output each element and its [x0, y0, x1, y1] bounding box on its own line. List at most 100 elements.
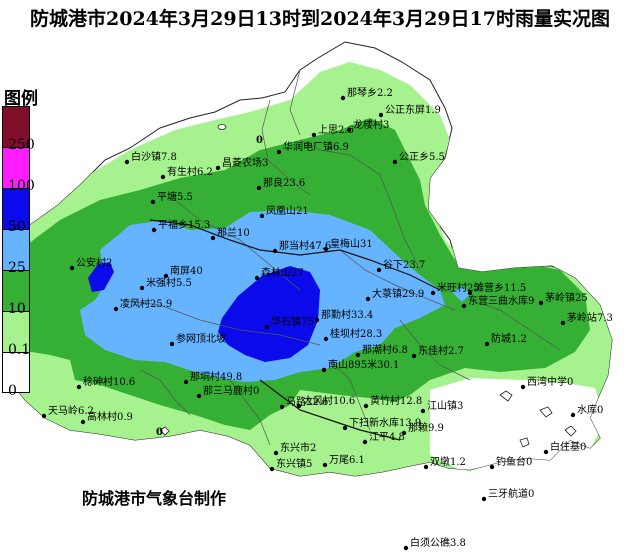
station-label: 东营三曲水库9 — [468, 294, 534, 307]
station-dot — [392, 159, 398, 165]
station-dot — [196, 393, 202, 399]
station: 下扫新水库13.9 — [342, 416, 421, 431]
station: 高林村0.9 — [80, 410, 133, 425]
legend-swatch — [2, 270, 30, 311]
district-boundaries — [119, 69, 561, 446]
station-label: 江山镇3 — [427, 399, 463, 412]
station-dot — [272, 248, 278, 254]
station-dot — [321, 367, 327, 373]
station: 桂坝村28.3 — [323, 327, 382, 342]
station: 米旺村25 — [430, 281, 480, 296]
station-label: 南屏40 — [170, 264, 203, 277]
station-dot — [256, 185, 262, 191]
station: 黄竹村12.8 — [363, 394, 422, 409]
legend-label: 10 — [8, 301, 26, 317]
station-dot — [342, 425, 348, 431]
station-dot — [323, 246, 329, 252]
station: 那当村47.6 — [272, 239, 331, 254]
station-dot — [403, 545, 409, 551]
station-label: 东佳村2.7 — [418, 344, 464, 357]
station: 皇梅山31 — [323, 237, 373, 252]
station-label: 那兰10 — [217, 226, 250, 239]
station-label: 米旺村25 — [437, 281, 480, 294]
station-dot — [430, 290, 436, 296]
station: 有生村6.2 — [160, 165, 213, 180]
station-dot — [151, 227, 157, 233]
station: 森林山27 — [254, 266, 304, 281]
station-dot — [363, 403, 369, 409]
station: 东兴市2 — [273, 441, 316, 456]
station: 三牙航道0 — [481, 487, 534, 502]
station-dot — [314, 317, 320, 323]
station-label: 白须公礁3.8 — [410, 536, 466, 549]
station-dot — [76, 384, 82, 390]
station: 上思2.6 — [311, 124, 354, 138]
station: 白住基0 — [543, 440, 586, 455]
station: 平塘5.5 — [150, 190, 193, 205]
station-label: 龙楼村3 — [353, 118, 389, 131]
station-dot — [215, 165, 221, 171]
station: 公正乡5.5 — [392, 151, 445, 165]
station: 东营三曲水库9 — [461, 294, 534, 309]
station: 万尾6.1 — [322, 454, 365, 468]
station-dot — [467, 290, 473, 296]
station: 双墩1.2 — [423, 455, 466, 470]
station: 茅岭镇25 — [538, 291, 588, 306]
station: 公正东屏1.9 — [378, 103, 441, 118]
station-label: 平福乡15.3 — [158, 218, 210, 231]
station-label: 那三马鹿村0 — [203, 384, 259, 397]
station-dot — [378, 112, 384, 118]
station-label: 天马岭6.2 — [48, 404, 94, 417]
station: 南屏40 — [163, 264, 203, 279]
station: 凤凰山21 — [259, 205, 309, 219]
station-dot — [279, 404, 285, 410]
station-dot — [269, 466, 275, 472]
station: 西湾中学0 — [520, 375, 573, 390]
station: 平福乡15.3 — [151, 218, 210, 233]
station-label: 凤凰山21 — [266, 205, 309, 217]
station-dot — [183, 379, 189, 385]
station-label: 西湾中学0 — [527, 375, 573, 388]
station-dot — [150, 199, 156, 205]
station-dot — [538, 300, 544, 306]
station-dot — [484, 341, 490, 347]
station: 那赖9.9 — [401, 422, 444, 436]
station-label: 江平4.8 — [369, 431, 405, 443]
station-dot — [340, 95, 346, 101]
rain-zone-0-coast — [430, 378, 605, 470]
legend-title: 图例 — [4, 89, 38, 109]
station-label: 茅岭站7.3 — [567, 311, 613, 324]
station-label: 那勤村33.4 — [321, 308, 373, 321]
station-dot — [139, 285, 145, 291]
station-dot — [420, 408, 426, 414]
station-dot — [124, 159, 130, 165]
station-label: 白住基0 — [550, 440, 586, 453]
legend-label: 250 — [8, 137, 35, 153]
county-boundaries — [149, 219, 441, 441]
legend-label: 25 — [8, 260, 26, 276]
station-label: 谷下23.7 — [383, 259, 425, 271]
station: 那三马鹿村0 — [196, 384, 259, 399]
station-dot — [254, 275, 260, 281]
station: 公安村2 — [69, 256, 112, 271]
station: 那勤村33.4 — [314, 308, 373, 323]
station-dot — [41, 413, 47, 419]
producer-credit: 防城港市气象台制作 — [82, 489, 227, 508]
station-dot — [273, 450, 279, 456]
station-dot — [69, 265, 75, 271]
station-label: 马路22.6 — [286, 395, 328, 408]
station-dot — [160, 174, 166, 180]
station-dot — [376, 267, 382, 273]
station-dot — [489, 464, 495, 470]
station: 昌菱农场3 — [215, 156, 268, 171]
station-dot — [296, 403, 302, 409]
station-label: 公正东屏1.9 — [385, 103, 441, 116]
station-label: 水库0 — [577, 403, 603, 416]
station-label: 华润电厂镇6.9 — [283, 140, 349, 153]
legend-swatch — [2, 352, 30, 393]
station-dot — [264, 324, 270, 330]
station: 东兴镇5 — [269, 457, 312, 472]
station-dot — [210, 235, 216, 241]
station-dot — [169, 341, 175, 347]
